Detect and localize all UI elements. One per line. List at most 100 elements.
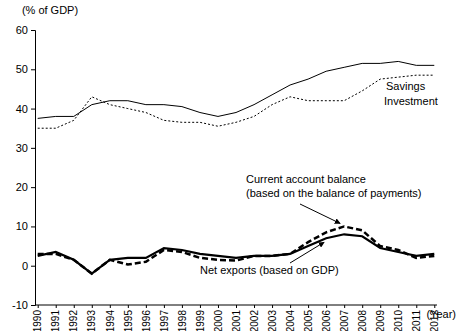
x-tick: 2001 xyxy=(231,305,242,331)
x-tick-label: 1991 xyxy=(50,310,61,331)
x-tick: 2007 xyxy=(339,305,350,331)
y-tick-mark xyxy=(31,266,35,267)
y-tick-label: -10 xyxy=(12,299,28,311)
y-tick: 60 xyxy=(16,24,35,36)
x-tick-mark xyxy=(182,305,183,308)
y-tick: 40 xyxy=(16,103,35,115)
x-tick-label: 1993 xyxy=(86,310,97,331)
x-tick-mark xyxy=(92,305,93,308)
x-tick: 1996 xyxy=(141,305,152,331)
x-tick: 2009 xyxy=(375,305,386,331)
x-tick: 2005 xyxy=(303,305,314,331)
x-tick-label: 1995 xyxy=(123,310,134,331)
x-tick-mark xyxy=(254,305,255,308)
y-tick-mark xyxy=(31,109,35,110)
x-tick: 1995 xyxy=(123,305,134,331)
series-line xyxy=(38,75,435,128)
y-axis-title: (% of GDP) xyxy=(22,4,78,16)
x-tick-label: 2000 xyxy=(213,310,224,331)
y-tick-label: 0 xyxy=(22,260,28,272)
x-tick-label: 2006 xyxy=(321,310,332,331)
x-tick-mark xyxy=(416,305,417,308)
x-tick-label: 2009 xyxy=(375,310,386,331)
y-tick-label: 10 xyxy=(16,220,28,232)
x-tick: 1992 xyxy=(68,305,79,331)
x-axis-title: (Year) xyxy=(426,308,456,320)
y-tick: 30 xyxy=(16,142,35,154)
x-tick-mark xyxy=(308,305,309,308)
x-tick: 2011 xyxy=(411,305,422,331)
series-label: Investment xyxy=(384,95,438,107)
series-label: Net exports (based on GDP) xyxy=(200,264,339,276)
x-tick: 2004 xyxy=(285,305,296,331)
x-tick-mark xyxy=(218,305,219,308)
y-tick-label: 50 xyxy=(16,63,28,75)
y-tick-mark xyxy=(31,30,35,31)
x-tick-mark xyxy=(380,305,381,308)
x-tick-mark xyxy=(38,305,39,308)
x-tick-label: 2002 xyxy=(249,310,260,331)
series-line xyxy=(38,61,435,118)
x-tick-mark xyxy=(326,305,327,308)
x-tick: 1999 xyxy=(195,305,206,331)
x-tick: 1998 xyxy=(177,305,188,331)
annotation-arrow xyxy=(300,204,340,223)
y-tick-mark xyxy=(31,226,35,227)
x-tick-mark xyxy=(56,305,57,308)
x-tick-mark xyxy=(272,305,273,308)
x-tick-mark xyxy=(344,305,345,308)
x-tick-mark xyxy=(236,305,237,308)
x-tick-label: 1996 xyxy=(141,310,152,331)
x-tick-mark xyxy=(164,305,165,308)
y-tick: 20 xyxy=(16,181,35,193)
x-tick: 2002 xyxy=(249,305,260,331)
x-tick-label: 1992 xyxy=(68,310,79,331)
y-tick: -10 xyxy=(12,299,35,311)
x-tick-mark xyxy=(200,305,201,308)
y-tick: 50 xyxy=(16,63,35,75)
x-tick-label: 2007 xyxy=(339,310,350,331)
x-tick-label: 1999 xyxy=(195,310,206,331)
x-tick-label: 1998 xyxy=(177,310,188,331)
x-tick: 2010 xyxy=(393,305,404,331)
y-tick: 10 xyxy=(16,220,35,232)
x-tick-mark xyxy=(146,305,147,308)
x-tick: 1990 xyxy=(32,305,43,331)
y-axis: -10 0 10 20 30 40 50 60 xyxy=(12,24,35,311)
series-label: Savings xyxy=(386,80,426,92)
x-tick-mark xyxy=(110,305,111,308)
y-tick-mark xyxy=(31,69,35,70)
x-tick-mark xyxy=(74,305,75,308)
x-tick-label: 2003 xyxy=(267,310,278,331)
y-tick-mark xyxy=(31,148,35,149)
x-tick-mark xyxy=(128,305,129,308)
x-tick: 2006 xyxy=(321,305,332,331)
x-tick: 1994 xyxy=(105,305,116,331)
x-tick-label: 2004 xyxy=(285,310,296,331)
x-tick-label: 1990 xyxy=(32,310,43,331)
x-tick-label: 2005 xyxy=(303,310,314,331)
x-tick: 1991 xyxy=(50,305,61,331)
annotation-arrow xyxy=(290,242,324,263)
y-axis-line xyxy=(31,31,36,306)
x-tick-label: 1997 xyxy=(159,310,170,331)
y-tick-label: 30 xyxy=(16,142,28,154)
x-tick: 1997 xyxy=(159,305,170,331)
plot-area xyxy=(38,61,435,273)
y-tick-label: 20 xyxy=(16,181,28,193)
chart: -10 0 10 20 30 40 50 60 1990 1991 1992 1993 1994 1995… xyxy=(0,0,460,331)
y-tick-mark xyxy=(31,187,35,188)
y-tick-mark xyxy=(31,305,35,306)
y-tick-label: 40 xyxy=(16,103,28,115)
x-tick-mark xyxy=(362,305,363,308)
x-tick-label: 2008 xyxy=(357,310,368,331)
x-tick: 1993 xyxy=(86,305,97,331)
y-tick-label: 60 xyxy=(16,24,28,36)
x-tick: 2008 xyxy=(357,305,368,331)
x-axis: 1990 1991 1992 1993 1994 1995 1996 1997 1998 1999… xyxy=(32,305,440,331)
x-tick: 2003 xyxy=(267,305,278,331)
x-tick-mark xyxy=(290,305,291,308)
y-tick: 0 xyxy=(22,260,35,272)
series-label: Current account balance(based on the bal… xyxy=(246,173,422,199)
x-tick-label: 2010 xyxy=(393,310,404,331)
